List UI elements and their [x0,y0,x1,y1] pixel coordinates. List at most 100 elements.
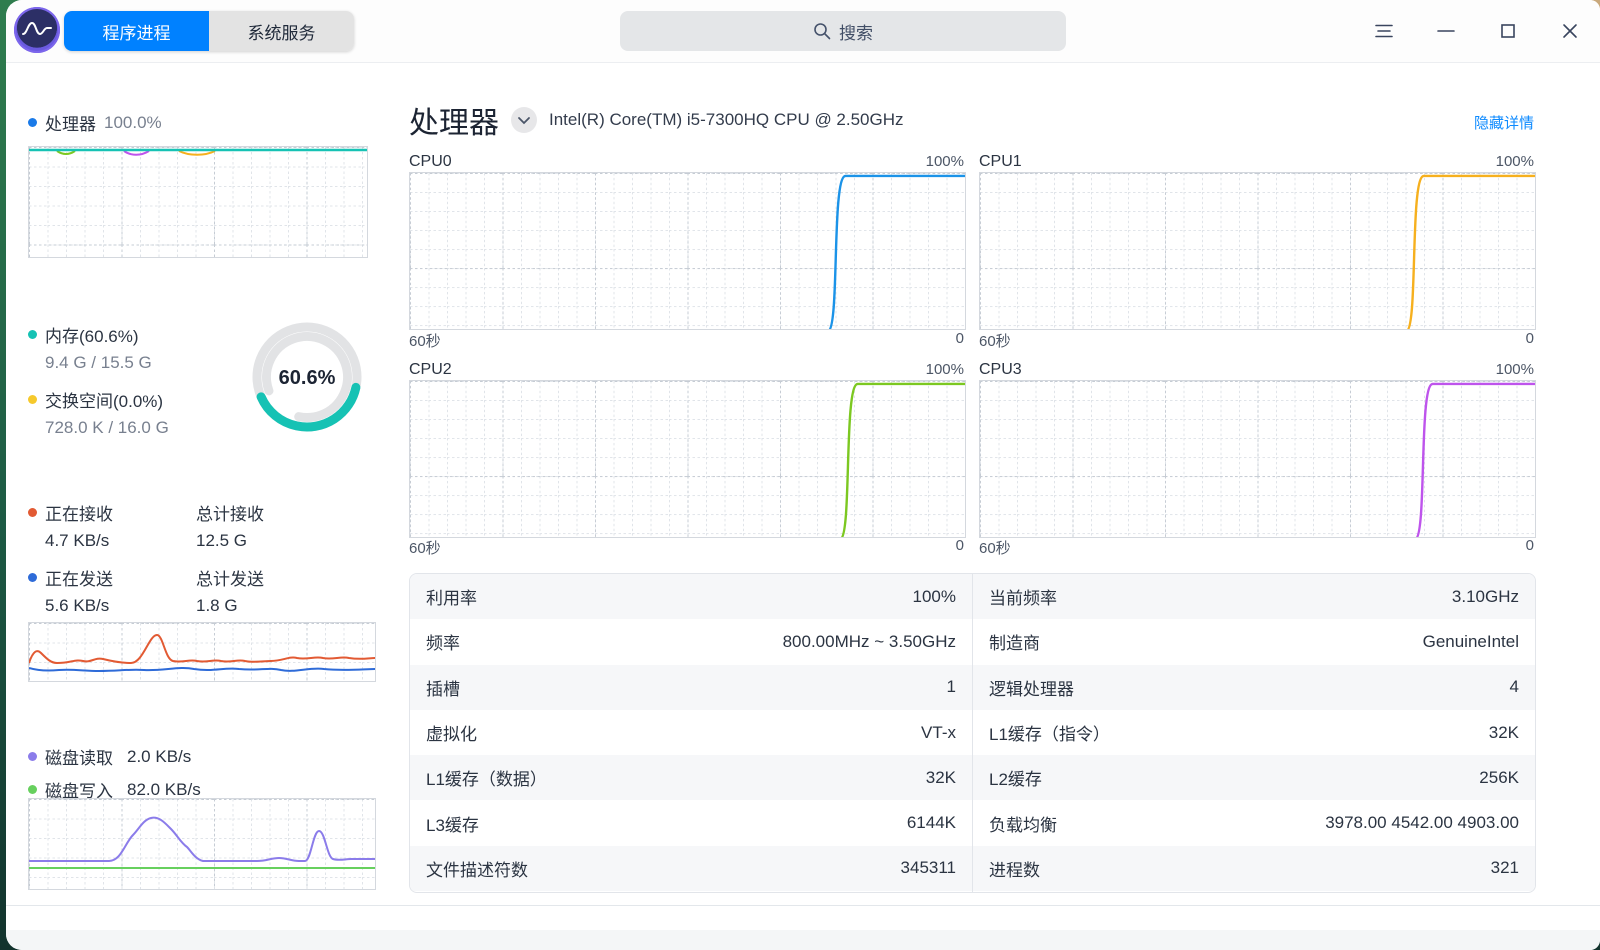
row-value: 321 [1490,858,1519,878]
cpu2-chart [409,380,966,538]
cpu-details-table: 利用率 100% 频率 800.00MHz ~ 3.50GHz 插槽 1 虚拟化 VT-… [409,573,1536,893]
app-logo-icon [14,7,60,53]
table-row: 插槽 1 [410,664,972,710]
cpu-selector-dropdown[interactable] [511,107,537,133]
cpu3-usage-trace [1415,382,1535,537]
table-row: L1缓存（指令） 32K [973,710,1535,755]
window-controls [1372,0,1582,62]
table-row: 频率 800.00MHz ~ 3.50GHz [410,619,972,664]
sidebar-item-cpu[interactable]: 处理器 100.0% [28,110,162,135]
cpu0-chart-title: CPU0 [409,153,452,170]
row-label: 利用率 [426,589,477,609]
row-label: 频率 [426,634,460,654]
disk-write-value: 82.0 KB/s [127,779,201,799]
search-placeholder: 搜索 [839,23,873,43]
row-label: 进程数 [989,860,1040,880]
row-label: 插槽 [426,679,460,699]
cpu2-chart-title: CPU2 [409,361,452,378]
cpu2-x-right: 0 [955,537,964,554]
cpu-model-text: Intel(R) Core(TM) i5-7300HQ CPU @ 2.50GH… [549,110,904,129]
close-button[interactable] [1558,19,1582,43]
cpu2-max-label: 100% [925,361,964,378]
net-receive-total-value: 12.5 G [196,531,248,550]
row-value: 6144K [906,813,956,833]
row-value: 32K [925,767,956,787]
chevron-down-icon [518,116,530,124]
cpu-dot-icon [28,118,37,127]
disk-read-dot-icon [28,752,37,761]
maximize-button[interactable] [1496,19,1520,43]
net-send-label: 正在发送 [45,570,113,589]
row-value: GenuineIntel [1422,631,1519,651]
table-row: 虚拟化 VT-x [410,710,972,755]
tab-services[interactable]: 系统服务 [209,11,354,51]
cpu0-chart [409,172,966,330]
net-receive-label: 正在接收 [45,505,113,524]
swap-dot-icon [28,395,37,404]
sidebar-item-disk[interactable]: 磁盘读取 2.0 KB/s 磁盘写入 82.0 KB/s [28,744,201,802]
row-label: 文件描述符数 [426,860,528,880]
row-label: L2缓存 [989,770,1042,790]
sidebar-item-network[interactable]: 正在接收 4.7 KB/s 总计接收 12.5 G 正在发送 5.6 KB/s … [28,500,368,616]
table-row: 进程数 321 [973,845,1535,892]
hide-details-link[interactable]: 隐藏详情 [1473,115,1534,132]
titlebar: 程序进程 系统服务 搜索 [6,0,1600,63]
cpu3-max-label: 100% [1495,361,1534,378]
table-row: 利用率 100% [410,574,972,620]
row-label: 负载均衡 [989,815,1057,835]
menu-icon[interactable] [1372,19,1396,43]
disk-write-label: 磁盘写入 [45,782,113,801]
table-row: 制造商 GenuineIntel [973,619,1535,664]
cpu0-max-label: 100% [925,153,964,170]
system-monitor-window: 程序进程 系统服务 搜索 处理器 [6,0,1600,950]
row-label: 制造商 [989,634,1040,654]
row-value: 100% [912,586,956,606]
search-input[interactable]: 搜索 [620,11,1066,51]
cpu-usage-value: 100.0% [104,112,162,132]
main-header: 处理器 Intel(R) Core(TM) i5-7300HQ CPU @ 2.… [409,98,904,142]
cpu3-x-right: 0 [1525,537,1534,554]
disk-read-label: 磁盘读取 [45,749,113,768]
table-row: L2缓存 256K [973,755,1535,801]
row-value: 1 [946,677,956,697]
disk-minichart[interactable] [28,798,376,890]
net-send-total-value: 1.8 G [196,596,238,615]
table-row: L3缓存 6144K [410,800,972,845]
row-value: 345311 [900,858,956,878]
disk-write-dot-icon [28,785,37,794]
row-value: 32K [1488,722,1519,742]
minimize-button[interactable] [1434,19,1458,43]
donut-percent-label: 60.6% [279,367,336,389]
cpu1-x-left: 60秒 [979,333,1011,350]
cpu2-trace [56,150,76,155]
row-value: 3.10GHz [1451,586,1519,606]
cpu3-chart-title: CPU3 [979,361,1022,378]
donut-used-arc [252,322,362,432]
sidebar-item-memory[interactable]: 内存(60.6%) 9.4 G / 15.5 G 交换空间(0.0%) 728.… [28,322,238,438]
cpu3-chart [979,380,1536,538]
row-label: 当前频率 [989,589,1057,609]
cpu1-chart [979,172,1536,330]
net-receive-trace [29,633,375,665]
swap-label: 交换空间(0.0%) [45,392,164,411]
waveform-icon [22,21,52,36]
details-table-right-column: 当前频率 3.10GHz 制造商 GenuineIntel 逻辑处理器 4 L1缓存（… [972,574,1535,892]
tab-processes[interactable]: 程序进程 [64,11,209,51]
page-title: 处理器 [409,107,499,140]
view-tabs: 程序进程 系统服务 [64,11,354,51]
net-receive-dot-icon [28,508,37,517]
row-value: 800.00MHz ~ 3.50GHz [782,631,956,651]
footer-strip [6,930,1600,950]
memory-detail: 9.4 G / 15.5 G [45,353,152,372]
row-value: 4 [1509,677,1519,697]
details-table-left-column: 利用率 100% 频率 800.00MHz ~ 3.50GHz 插槽 1 虚拟化 VT-… [410,574,972,892]
cpu-history-minichart[interactable] [28,146,368,258]
network-minichart[interactable] [28,622,376,682]
row-value: 3978.00 4542.00 4903.00 [1325,813,1519,833]
row-value: 256K [1479,767,1519,787]
table-row: 逻辑处理器 4 [973,664,1535,710]
cpu1-chart-title: CPU1 [979,153,1022,170]
cpu2-usage-trace [840,382,965,537]
row-label: L1缓存（数据） [426,770,547,790]
cpu3-trace [123,150,150,156]
